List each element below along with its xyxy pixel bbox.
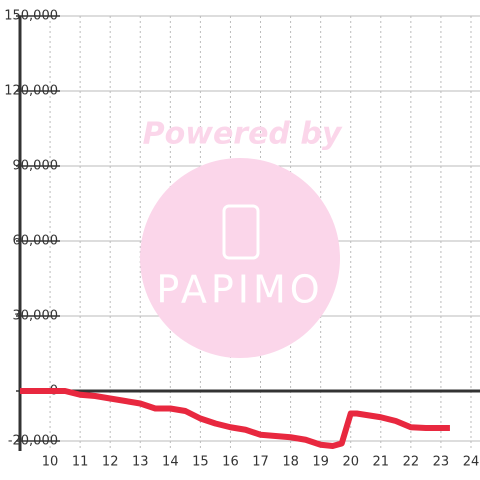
y-tick-label: 120,000 (4, 84, 58, 99)
x-tick-label: 18 (282, 455, 299, 470)
x-tick-label: 17 (252, 455, 269, 470)
y-tick-label: 60,000 (13, 234, 59, 249)
x-tick-label: 21 (373, 455, 390, 470)
watermark: Powered by PAPIMO (140, 117, 343, 358)
x-tick-label: 19 (312, 455, 329, 470)
plot: 10 11 12 13 14 15 16 17 18 19 20 21 22 23 24 150,000 120… (4, 9, 480, 470)
x-tick-label: 22 (403, 455, 420, 470)
x-tick-label: 12 (102, 455, 119, 470)
watermark-text: Powered by (143, 117, 343, 152)
x-tick-label: 10 (42, 455, 59, 470)
x-tick-label: 20 (342, 455, 359, 470)
data-line (20, 388, 450, 449)
x-tick-label: 13 (132, 455, 149, 470)
x-tick-label: 16 (222, 455, 239, 470)
y-tick-label: 30,000 (13, 309, 59, 324)
x-tick-label: 24 (463, 455, 480, 470)
y-tick-label: -20,000 (8, 434, 58, 449)
watermark-logo: PAPIMO (156, 268, 323, 312)
y-tick-label: 90,000 (13, 159, 59, 174)
y-tick-label: 150,000 (4, 9, 58, 24)
x-tick-label: 11 (72, 455, 89, 470)
x-tick-label: 15 (192, 455, 209, 470)
watermark-icon (222, 204, 260, 260)
x-tick-label: 23 (433, 455, 450, 470)
x-tick-label: 14 (162, 455, 179, 470)
